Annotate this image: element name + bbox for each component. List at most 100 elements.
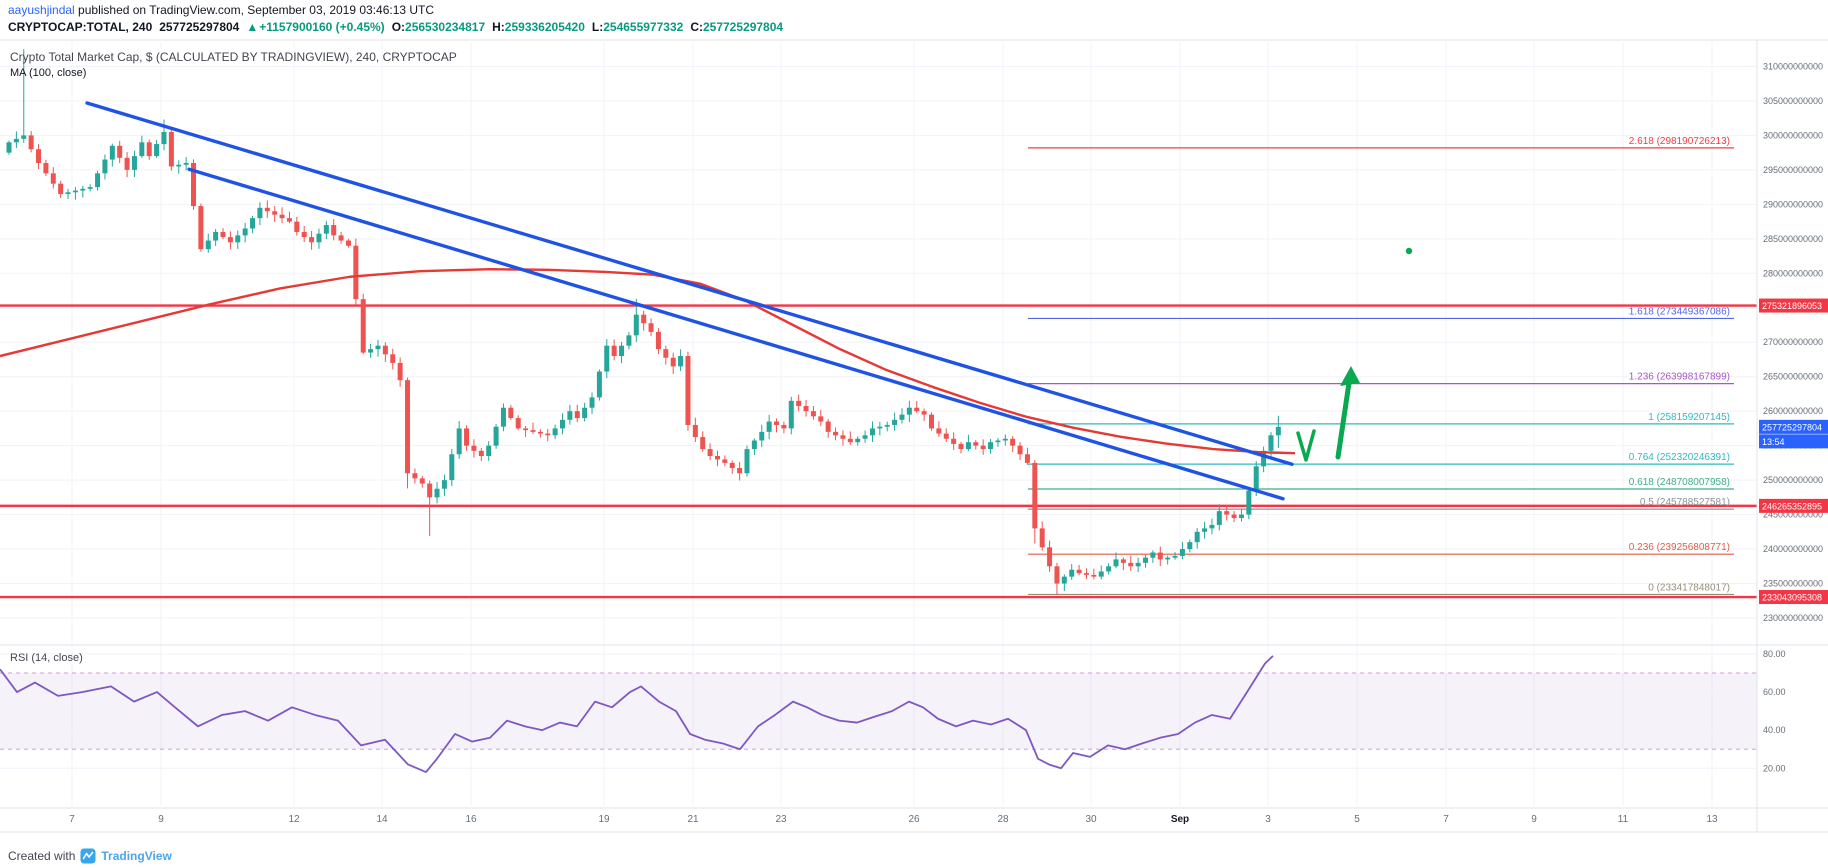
candle-body — [257, 207, 263, 219]
author-link[interactable]: aayushjindal — [8, 3, 75, 17]
candle-body — [331, 225, 337, 236]
candle-body — [117, 145, 123, 158]
time-axis-label: 14 — [376, 814, 388, 825]
candle-body — [692, 424, 698, 438]
candle-body — [21, 135, 27, 139]
candle-body — [1091, 574, 1097, 577]
time-axis-label: 21 — [687, 814, 699, 825]
candle-body — [973, 442, 979, 446]
candle-body — [72, 190, 78, 193]
annotation-dot[interactable] — [1405, 247, 1413, 255]
candle-body — [1010, 438, 1016, 446]
candle-body — [1209, 524, 1215, 529]
tradingview-brand-link[interactable]: TradingView — [101, 849, 172, 863]
candle-body — [855, 438, 861, 443]
rsi-plot-area[interactable] — [0, 645, 1757, 806]
price-tick-label: 295000000000 — [1763, 165, 1823, 175]
fib-level-label: 0.764 (252320246391) — [1629, 452, 1730, 463]
rsi-tick-label: 20.00 — [1763, 763, 1786, 773]
chart-plot-area[interactable] — [0, 42, 1757, 645]
time-axis-label: 19 — [598, 814, 610, 825]
candle-body — [441, 480, 447, 489]
trend-line[interactable] — [85, 101, 1294, 466]
candle-body — [914, 407, 920, 412]
candle-body — [781, 424, 787, 429]
time-axis[interactable] — [0, 808, 1757, 832]
candle-body — [316, 233, 322, 243]
candle-body — [146, 142, 152, 157]
candle-body — [884, 424, 890, 427]
candle-body — [50, 173, 56, 184]
candle-body — [449, 454, 455, 481]
trend-line[interactable] — [187, 167, 1285, 501]
time-axis-label: 7 — [69, 814, 75, 825]
candle-body — [345, 240, 351, 246]
candle-body — [921, 411, 927, 415]
candle-body — [1017, 445, 1023, 455]
time-axis-label: 3 — [1265, 814, 1271, 825]
ma-indicator-label[interactable]: MA (100, close) — [10, 67, 87, 79]
time-axis-label: 5 — [1354, 814, 1360, 825]
time-axis-label: 12 — [288, 814, 300, 825]
price-axis-tag-label: 233043095308 — [1762, 593, 1822, 603]
annotation-up-arrow-head[interactable] — [1340, 366, 1360, 386]
rsi-band — [0, 673, 1757, 750]
candle-body — [847, 438, 853, 443]
candle-body — [1253, 466, 1259, 491]
candle-body — [700, 437, 706, 450]
candle-body — [250, 218, 256, 229]
candle-body — [434, 488, 440, 498]
candle-body — [596, 371, 602, 398]
price-axis-tag — [1759, 590, 1828, 605]
candle-body — [685, 356, 691, 425]
candle-body — [678, 356, 684, 367]
candle-body — [796, 400, 802, 407]
candle-body — [1135, 562, 1141, 567]
time-axis-label: 13 — [1706, 814, 1718, 825]
candle-body — [869, 428, 875, 436]
candle-body — [1261, 450, 1267, 467]
candle-body — [1246, 490, 1252, 515]
annotation-up-arrow-shaft[interactable] — [1335, 380, 1352, 460]
candle-body — [980, 445, 986, 450]
candle-body — [397, 362, 403, 381]
candle-body — [1172, 555, 1178, 558]
candle-body — [1231, 514, 1237, 519]
candle-body — [737, 468, 743, 474]
candle-body — [353, 245, 359, 300]
price-tick-label: 240000000000 — [1763, 544, 1823, 554]
candle-body — [1054, 566, 1060, 584]
footer: Created with TradingView — [8, 848, 172, 864]
low-value: 254655977332 — [603, 20, 684, 34]
candle-body — [1165, 557, 1171, 560]
candle-body — [1106, 566, 1112, 572]
price-axis-tag — [1759, 298, 1828, 313]
candle-body — [191, 162, 196, 207]
candle-body — [744, 449, 750, 474]
candle-body — [279, 214, 285, 219]
rsi-tick-label: 40.00 — [1763, 725, 1786, 735]
candle-body — [176, 164, 182, 167]
candle-body — [13, 138, 19, 143]
symbol-interval-label[interactable]: CRYPTOCAP:TOTAL, 240 — [8, 20, 153, 34]
annotation-squiggle[interactable] — [1296, 429, 1316, 462]
price-axis-tag-label: 257725297804 — [1762, 422, 1822, 432]
fib-level-label: 1.618 (273449367086) — [1629, 306, 1730, 317]
candle-body — [515, 418, 521, 429]
candle-body — [390, 354, 396, 363]
candle-body — [759, 431, 765, 441]
fib-level-label: 2.618 (298190726213) — [1629, 136, 1730, 147]
candle-body — [626, 335, 632, 346]
candle-body — [523, 428, 529, 431]
rsi-indicator-label[interactable]: RSI (14, close) — [10, 652, 83, 664]
price-axis[interactable] — [1757, 40, 1828, 832]
candle-body — [1194, 531, 1200, 543]
candle-body — [936, 428, 942, 434]
fib-level-label: 0.618 (248708007958) — [1629, 477, 1730, 488]
price-tick-label: 300000000000 — [1763, 130, 1823, 140]
candle-body — [493, 426, 499, 446]
fib-level-label: 0 (233417848017) — [1648, 582, 1730, 593]
candle-body — [552, 428, 558, 436]
tradingview-logo-icon[interactable] — [80, 848, 96, 864]
